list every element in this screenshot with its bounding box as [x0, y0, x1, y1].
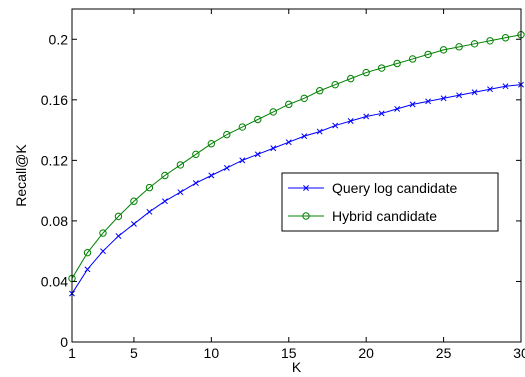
data-point	[285, 139, 292, 146]
data-point	[100, 248, 106, 255]
data-point	[409, 101, 416, 108]
data-point	[161, 171, 169, 180]
legend-marker	[303, 185, 309, 191]
x-tick-label: 5	[130, 345, 138, 361]
data-point	[177, 189, 184, 196]
data-point	[161, 198, 168, 205]
y-tick-label: 0.16	[41, 92, 68, 108]
data-point	[502, 83, 509, 90]
data-point	[84, 266, 91, 273]
data-point	[332, 122, 339, 129]
legend-marker	[302, 212, 310, 220]
data-point	[208, 172, 215, 179]
data-point	[301, 133, 308, 140]
x-axis-label: K	[292, 359, 302, 375]
data-point	[471, 89, 478, 96]
legend-box	[281, 172, 499, 232]
data-point	[285, 100, 293, 109]
data-point	[393, 59, 401, 68]
y-tick-label: 0	[60, 334, 68, 350]
data-point	[114, 212, 123, 221]
data-point	[455, 43, 463, 51]
data-point	[363, 113, 370, 120]
data-point	[456, 92, 463, 99]
data-point	[408, 55, 417, 63]
axes-box	[71, 8, 522, 343]
data-point	[269, 108, 277, 116]
x-tick-label: 20	[358, 345, 374, 361]
x-tick-label: 25	[436, 345, 452, 361]
data-point	[470, 40, 479, 48]
legend-items: Query log candidate Hybrid candidate	[288, 180, 458, 224]
data-point	[316, 87, 324, 95]
data-point	[207, 140, 216, 148]
data-point	[223, 130, 231, 139]
legend-label: Hybrid candidate	[332, 208, 437, 224]
data-point	[130, 220, 137, 227]
data-point	[254, 151, 261, 158]
y-tick-label: 0.08	[41, 213, 68, 229]
data-point	[254, 115, 262, 124]
data-point	[223, 164, 230, 171]
data-point	[347, 118, 354, 124]
data-point	[316, 128, 323, 135]
data-point	[300, 94, 308, 103]
data-point	[192, 180, 199, 187]
y-axis-ticks: 0 0.04 0.08 0.12 0.16 0.2	[41, 31, 521, 350]
data-point	[176, 161, 185, 169]
data-point	[239, 157, 246, 164]
x-tick-label: 30	[513, 345, 525, 361]
legend-item: Hybrid candidate	[288, 208, 437, 224]
data-point	[362, 68, 370, 77]
data-point	[238, 123, 247, 131]
data-point	[130, 197, 138, 205]
y-tick-label: 0.12	[41, 152, 68, 168]
data-point	[378, 110, 385, 117]
x-axis-ticks: 1 5 10 15 20 25 30	[68, 9, 525, 361]
data-point	[425, 98, 432, 105]
data-point	[440, 95, 447, 102]
legend: Query log candidate Hybrid candidate	[281, 172, 499, 232]
data-point	[99, 229, 107, 237]
data-point	[115, 233, 122, 239]
series-2	[68, 31, 525, 283]
data-point	[424, 50, 432, 59]
data-point	[146, 208, 153, 215]
data-point	[377, 64, 386, 72]
data-point	[439, 46, 448, 54]
x-tick-label: 10	[204, 345, 220, 361]
plot-marks	[68, 31, 525, 297]
data-point	[501, 34, 510, 42]
data-point	[192, 150, 200, 159]
y-tick-label: 0.04	[41, 273, 68, 289]
data-point	[487, 86, 493, 93]
data-point	[346, 74, 355, 83]
legend-item: Query log candidate	[288, 180, 458, 196]
data-point	[486, 37, 494, 45]
x-tick-label: 1	[68, 345, 76, 361]
y-tick-label: 0.2	[49, 31, 69, 47]
series-line	[71, 34, 522, 279]
data-point	[394, 105, 401, 112]
legend-label: Query log candidate	[332, 180, 458, 196]
data-point	[145, 183, 154, 192]
y-axis-label: Recall@K	[13, 144, 29, 207]
data-point	[83, 248, 92, 257]
series-1	[69, 81, 524, 297]
x-tick-label: 15	[281, 345, 297, 361]
plot-frame	[71, 8, 522, 343]
data-point	[270, 145, 277, 152]
data-point	[331, 80, 339, 89]
